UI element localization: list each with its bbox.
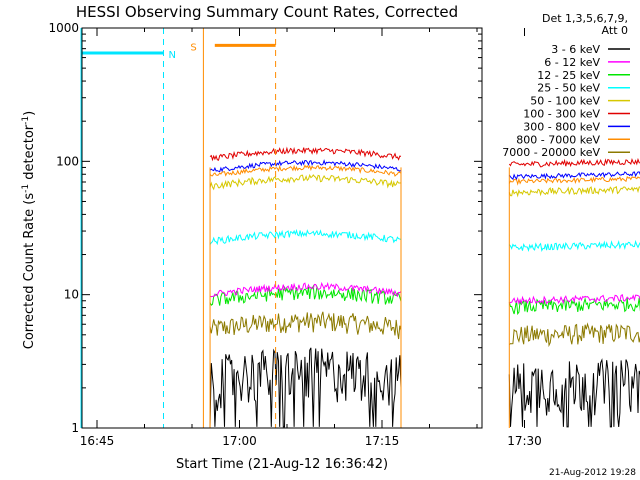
x-tick-label-2: 17:15	[365, 434, 400, 448]
y-label-main: Corrected Count Rate (s	[22, 193, 37, 350]
flag-s-label: S	[190, 42, 196, 53]
series-line-8-seg-1	[508, 322, 640, 348]
series-line-2-seg-0	[209, 284, 402, 306]
plot-area: NS	[80, 28, 640, 428]
series-line-6-seg-1	[508, 171, 640, 180]
legend-label-0: 3 - 6 keV	[551, 43, 600, 56]
legend-label-8: 7000 - 20000 keV	[502, 146, 600, 159]
flag-n-label: N	[169, 50, 176, 61]
series-line-6-seg-0	[209, 159, 402, 173]
legend-header-1: Att 0	[602, 24, 628, 37]
y-tick-label-1: 10	[64, 288, 79, 302]
timestamp: 21-Aug-2012 19:28	[549, 468, 636, 478]
series-line-4-seg-0	[209, 173, 402, 191]
chart-title: HESSI Observing Summary Count Rates, Cor…	[76, 3, 458, 21]
axes: 110100100016:4517:0017:1517:3017:4518:00…	[48, 21, 542, 448]
legend-label-4: 50 - 100 keV	[530, 95, 600, 108]
axes-frame	[81, 27, 483, 429]
legend-label-7: 800 - 7000 keV	[516, 133, 600, 146]
series-line-5-seg-1	[508, 157, 640, 168]
series-line-1-seg-0	[209, 281, 402, 298]
series-line-7-seg-1	[508, 175, 640, 186]
y-tick-label-2: 100	[56, 154, 79, 168]
series-line-7-seg-0	[209, 164, 402, 177]
series-line-3-seg-1	[508, 239, 640, 253]
series-line-0-seg-0	[209, 347, 402, 428]
legend-label-5: 100 - 300 keV	[523, 108, 600, 121]
x-tick-label-0: 16:45	[80, 434, 115, 448]
y-label-end: )	[22, 111, 37, 116]
series-line-8-seg-0	[209, 311, 402, 340]
series-line-5-seg-0	[209, 146, 402, 162]
series-line-4-seg-1	[508, 185, 640, 198]
x-tick-label-3: 17:30	[507, 434, 542, 448]
y-label-mid: detector	[22, 124, 37, 184]
series-line-0-seg-1	[508, 358, 640, 428]
legend-label-2: 12 - 25 keV	[537, 69, 600, 82]
x-tick-label-1: 17:00	[222, 434, 257, 448]
x-axis-label: Start Time (21-Aug-12 16:36:42)	[176, 457, 388, 472]
series-line-2-seg-1	[508, 296, 640, 316]
legend-label-6: 300 - 800 keV	[523, 120, 600, 133]
series-line-3-seg-0	[209, 228, 402, 246]
y-label-sup2: -1	[21, 116, 31, 125]
y-tick-label-3: 1000	[48, 21, 79, 35]
y-tick-label-0: 1	[71, 421, 79, 435]
y-label-sup1: -1	[21, 184, 31, 193]
legend-label-3: 25 - 50 keV	[537, 82, 600, 95]
legend-header-0: Det 1,3,5,6,7,9,	[542, 12, 628, 25]
y-axis-label: Corrected Count Rate (s-1 detector-1)	[21, 111, 37, 349]
legend-label-1: 6 - 12 keV	[544, 56, 600, 69]
series-line-1-seg-1	[508, 294, 640, 306]
